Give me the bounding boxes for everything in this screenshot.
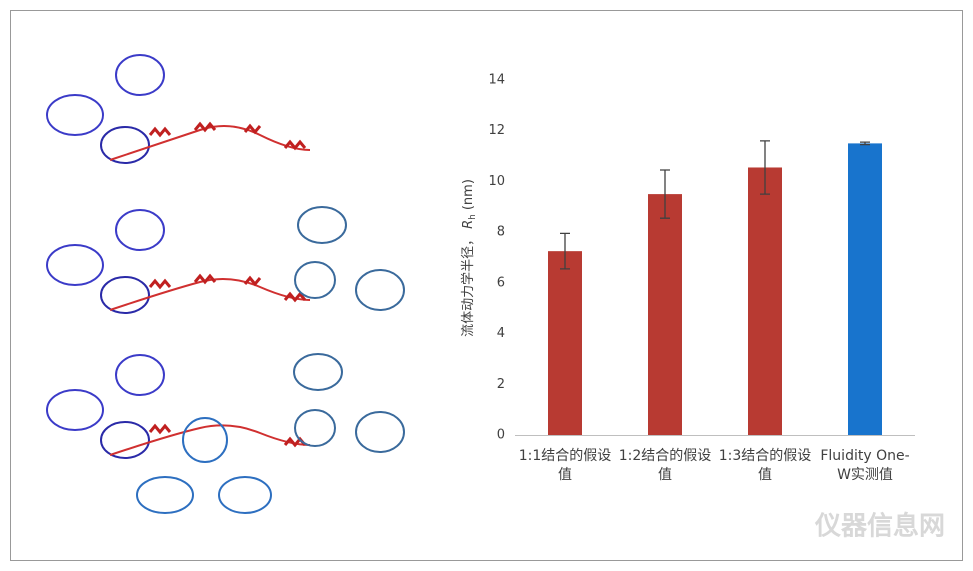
frame: [10, 10, 963, 561]
watermark: 仪器信息网: [814, 511, 945, 542]
y-tick-label: 10: [488, 174, 505, 189]
y-label-subscript: h: [468, 214, 478, 220]
x-tick-label: 1:3结合的假设值: [718, 448, 812, 483]
structure-2: [46, 206, 405, 314]
error-bar: [660, 169, 670, 219]
y-label-symbol: R: [461, 220, 476, 229]
x-tick-label: 1:2结合的假设值: [618, 448, 712, 483]
y-tick-label: 2: [497, 377, 505, 392]
y-tick-label: 8: [497, 225, 505, 240]
bar: [548, 251, 582, 435]
y-tick-label: 0: [497, 428, 505, 443]
bar: [648, 194, 682, 435]
structure-1: [46, 54, 311, 164]
y-tick-label: 12: [488, 123, 505, 138]
y-axis-label: 流体动力学半径， Rh (nm): [460, 179, 478, 337]
y-tick-label: 4: [497, 326, 505, 341]
x-tick-label: Fluidity One-W实测值: [820, 448, 910, 483]
error-bar: [760, 140, 770, 195]
error-bar: [860, 141, 870, 146]
structure-3: [46, 353, 405, 514]
y-label-unit: (nm): [461, 179, 476, 210]
bar: [848, 143, 882, 435]
error-bar: [560, 232, 570, 270]
y-tick-label: 14: [488, 73, 505, 88]
x-tick-label: 1:1结合的假设值: [518, 448, 612, 483]
bar: [748, 167, 782, 435]
y-tick-label: 6: [497, 275, 505, 290]
protein-structures: [46, 54, 405, 514]
y-label-text: 流体动力学半径，: [460, 233, 476, 337]
